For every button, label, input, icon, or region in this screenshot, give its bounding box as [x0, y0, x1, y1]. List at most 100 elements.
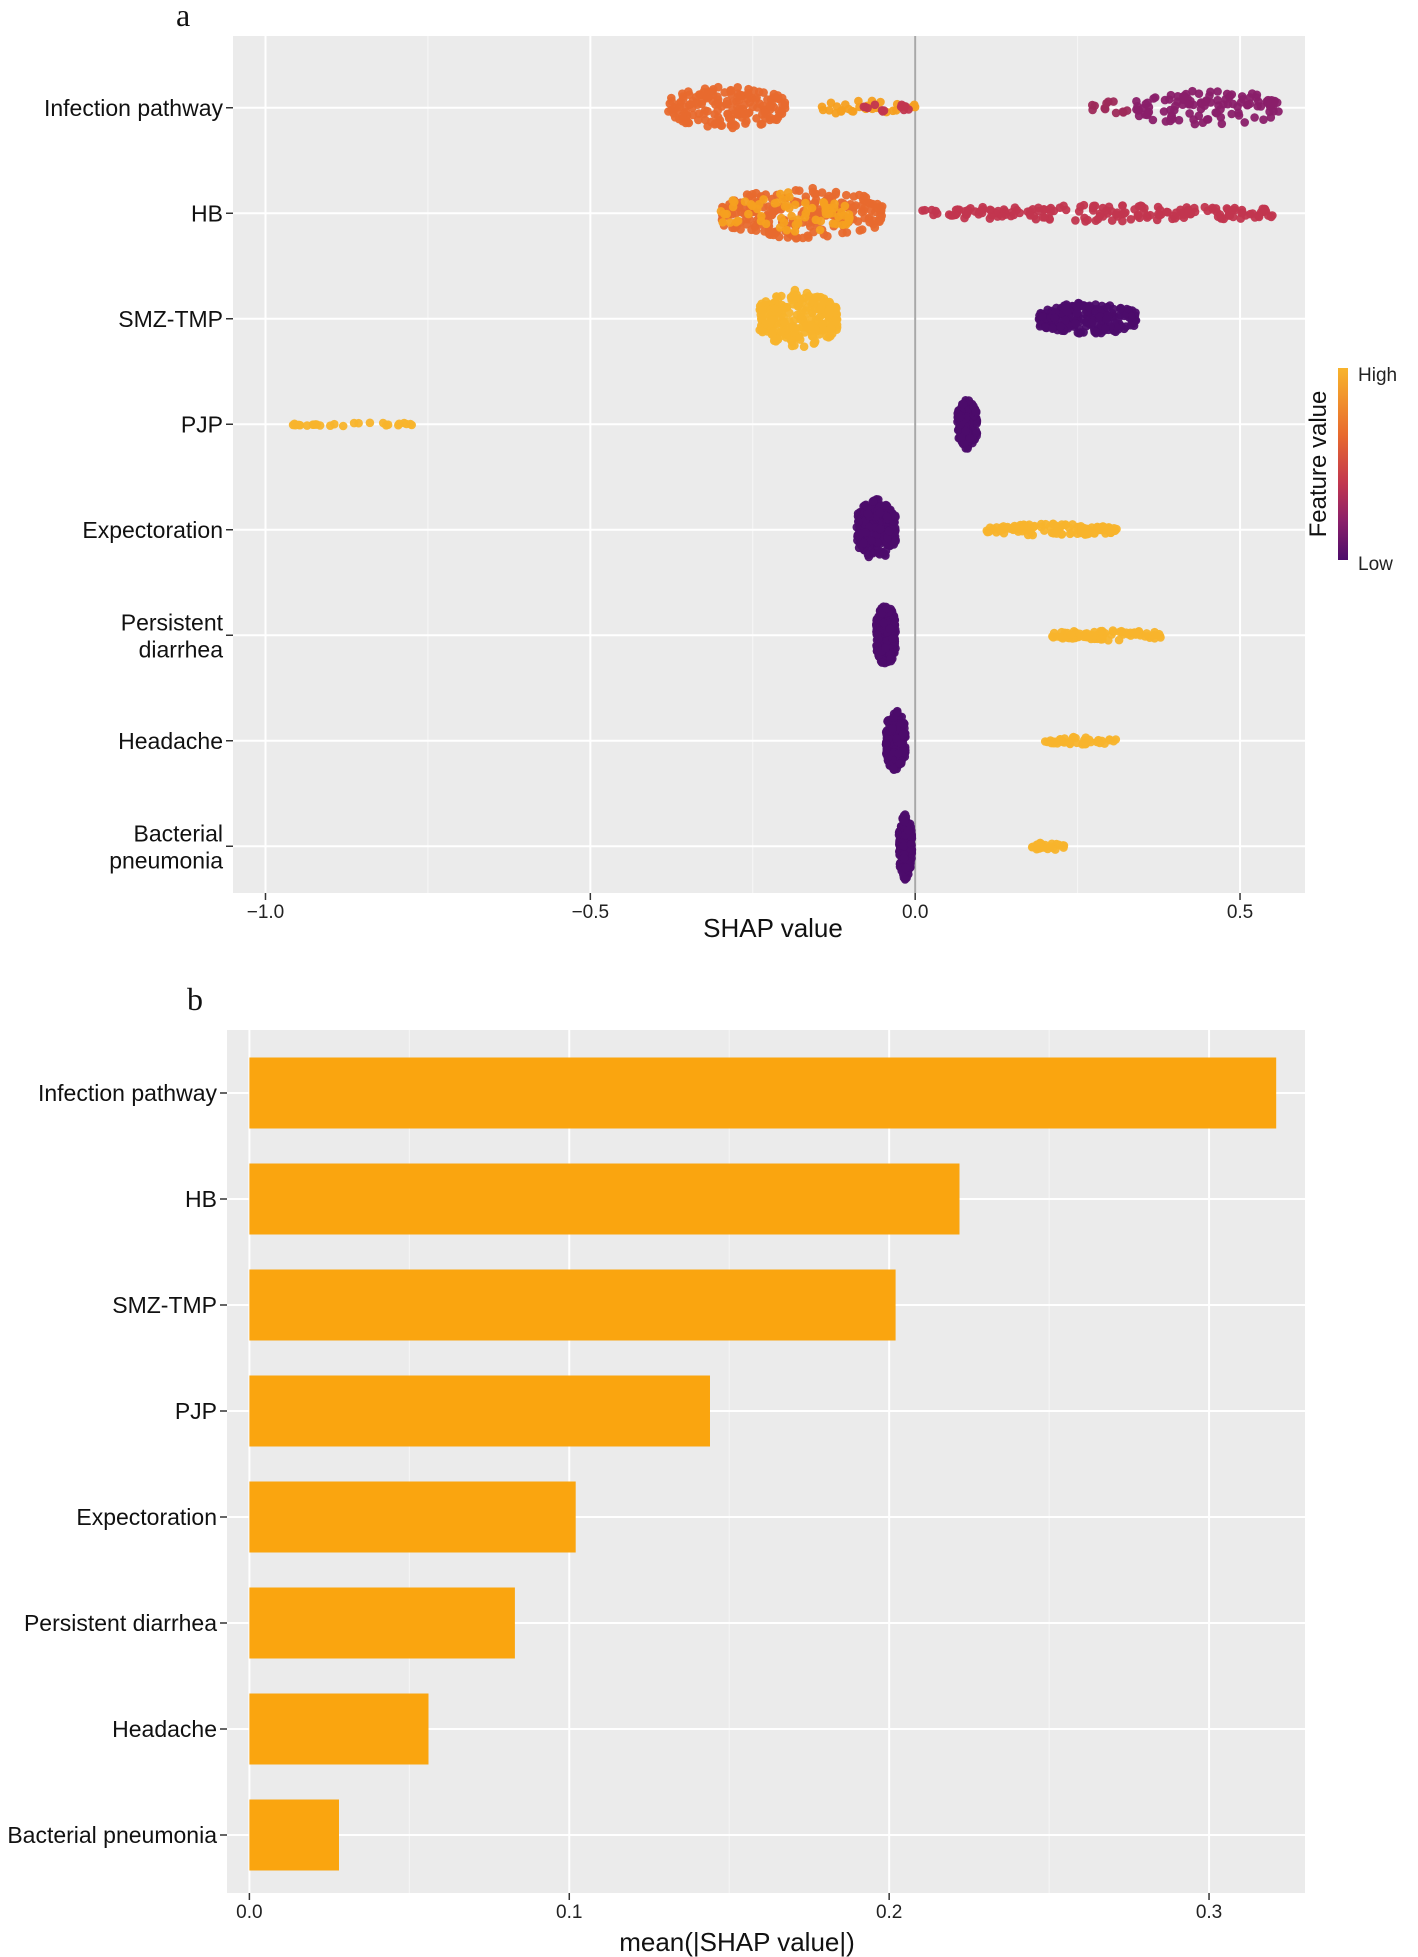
- beeswarm-point: [1051, 845, 1060, 854]
- beeswarm-point: [1116, 304, 1125, 314]
- beeswarm-point: [1050, 313, 1059, 323]
- beeswarm-point: [1109, 304, 1118, 314]
- beeswarm-point: [824, 191, 834, 201]
- beeswarm-point: [863, 103, 872, 113]
- beeswarm-point: [1114, 313, 1124, 322]
- beeswarm-point: [851, 201, 860, 210]
- beeswarm-point: [901, 863, 910, 873]
- beeswarm-point: [1134, 105, 1143, 115]
- beeswarm-point: [826, 98, 836, 108]
- beeswarm-point: [823, 231, 832, 241]
- beeswarm-point: [701, 115, 710, 125]
- beeswarm-point: [777, 327, 786, 336]
- beeswarm-point: [338, 421, 348, 431]
- beeswarm-point: [864, 214, 874, 224]
- beeswarm-point: [1142, 629, 1151, 638]
- bar-x-tick-label: 0.2: [876, 1902, 902, 1923]
- beeswarm-point: [1096, 635, 1106, 644]
- beeswarm-point: [825, 106, 834, 115]
- beeswarm-point: [773, 93, 782, 103]
- beeswarm-point: [1048, 324, 1057, 334]
- beeswarm-point: [815, 313, 824, 322]
- beeswarm-point: [797, 305, 807, 315]
- beeswarm-point: [1046, 736, 1055, 745]
- beeswarm-point: [1230, 203, 1239, 213]
- beeswarm-feature-label: PJP: [181, 411, 223, 437]
- beeswarm-point: [1185, 100, 1195, 109]
- beeswarm-point: [992, 528, 1001, 537]
- beeswarm-point: [889, 764, 898, 773]
- beeswarm-point: [1073, 328, 1083, 338]
- beeswarm-point: [1240, 118, 1249, 127]
- beeswarm-point: [1115, 627, 1124, 637]
- beeswarm-point: [961, 426, 970, 436]
- beeswarm-point: [831, 108, 841, 118]
- beeswarm-point: [844, 210, 854, 219]
- beeswarm-point: [974, 210, 983, 219]
- beeswarm-point: [863, 550, 873, 560]
- beeswarm-point: [817, 188, 827, 197]
- beeswarm-point: [1225, 92, 1234, 102]
- beeswarm-point: [1213, 87, 1222, 96]
- bar-category-label: Bacterial pneumonia: [7, 1822, 217, 1848]
- beeswarm-point: [1206, 87, 1215, 97]
- beeswarm-point: [402, 419, 411, 429]
- beeswarm-point: [759, 88, 768, 97]
- beeswarm-point: [1213, 212, 1223, 221]
- beeswarm-point: [790, 227, 800, 236]
- beeswarm-point: [884, 527, 894, 536]
- beeswarm-point: [1074, 207, 1084, 216]
- beeswarm-point: [1146, 210, 1155, 220]
- beeswarm-point: [1048, 632, 1057, 641]
- beeswarm-point: [1143, 98, 1152, 108]
- beeswarm-point: [728, 202, 738, 212]
- beeswarm-point: [1259, 115, 1268, 124]
- beeswarm-point: [726, 85, 736, 95]
- beeswarm-point: [1252, 93, 1261, 102]
- beeswarm-feature-label: HB: [191, 200, 223, 226]
- beeswarm-point: [713, 82, 723, 92]
- beeswarm-point: [870, 100, 880, 110]
- beeswarm-point: [857, 225, 867, 234]
- beeswarm-point: [674, 99, 684, 109]
- beeswarm-point: [1038, 312, 1047, 321]
- beeswarm-point: [888, 634, 897, 643]
- beeswarm-feature-label: SMZ-TMP: [118, 306, 223, 332]
- beeswarm-point: [349, 418, 359, 428]
- beeswarm-point: [1061, 301, 1070, 311]
- beeswarm-point: [1096, 626, 1105, 636]
- beeswarm-point: [312, 420, 322, 429]
- beeswarm-point: [1181, 89, 1191, 99]
- beeswarm-point: [888, 713, 898, 722]
- beeswarm-point: [879, 618, 888, 628]
- beeswarm-point: [903, 825, 913, 835]
- beeswarm-point: [795, 294, 804, 303]
- beeswarm-x-tick-label: 0.5: [1227, 902, 1253, 923]
- beeswarm-point: [785, 308, 794, 318]
- beeswarm-point: [1032, 840, 1042, 850]
- beeswarm-point: [799, 342, 809, 352]
- beeswarm-point: [819, 198, 828, 207]
- beeswarm-point: [1072, 308, 1082, 318]
- beeswarm-point: [1018, 526, 1027, 536]
- beeswarm-x-ticks: −1.0 −0.5 0.0 0.5: [247, 893, 1253, 923]
- beeswarm-point: [1087, 318, 1097, 328]
- beeswarm-point: [766, 113, 775, 123]
- beeswarm-point: [798, 233, 808, 243]
- beeswarm-point: [1256, 207, 1266, 217]
- beeswarm-point: [1034, 206, 1044, 216]
- beeswarm-point: [728, 196, 738, 205]
- beeswarm-point: [807, 313, 817, 323]
- beeswarm-point: [1227, 109, 1236, 119]
- beeswarm-point: [1237, 208, 1246, 218]
- beeswarm-point: [790, 341, 799, 350]
- beeswarm-point: [1114, 635, 1124, 645]
- bar-x-ticks: 0.0 0.1 0.2 0.3: [236, 1893, 1222, 1923]
- beeswarm-point: [767, 330, 777, 339]
- beeswarm-point: [1203, 115, 1213, 124]
- beeswarm-point: [826, 331, 835, 341]
- beeswarm-point: [790, 200, 800, 209]
- beeswarm-point: [1121, 628, 1131, 637]
- beeswarm-point: [834, 212, 843, 222]
- beeswarm-point: [1076, 523, 1085, 533]
